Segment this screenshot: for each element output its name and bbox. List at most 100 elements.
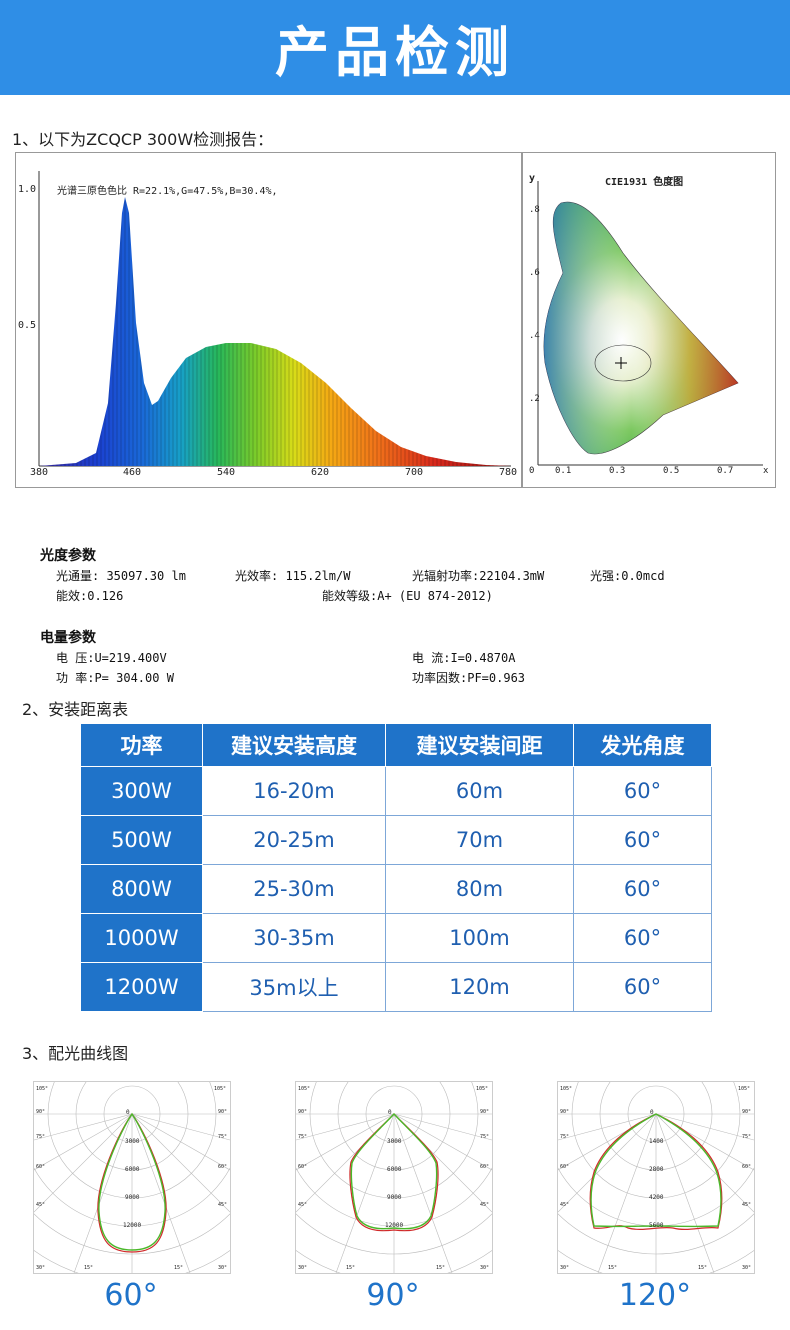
polar-svg — [0, 945, 301, 1283]
bottom-tick-15-r: 15° — [436, 1265, 446, 1271]
table-header-row: 功率 建议安装高度 建议安装间距 发光角度 — [80, 723, 712, 767]
ring-label-1: 3000 — [387, 1138, 402, 1145]
cie-y-label: y — [529, 173, 536, 184]
angle-tick-45-r: 45° — [742, 1202, 752, 1208]
col-header-power: 功率 — [80, 723, 203, 767]
bottom-tick-30: 30° — [560, 1265, 570, 1271]
angle-tick-60: 60° — [298, 1164, 308, 1170]
x-tick-780: 780 — [499, 467, 518, 478]
angle-tick-75-r: 75° — [218, 1134, 228, 1140]
cie-diagram: y CIE1931 色度图 .8 .6 .4 .2 0 0.1 0.3 0.5 … — [522, 152, 776, 488]
spectrum-svg — [38, 171, 511, 467]
col-header-angle: 发光角度 — [573, 723, 712, 767]
x-tick-540: 540 — [217, 467, 236, 478]
angle-tick-45-r: 45° — [480, 1202, 490, 1208]
angle-tick-60-r: 60° — [218, 1164, 228, 1170]
angle-tick-75-r: 75° — [480, 1134, 490, 1140]
angle-tick-105-r: 105° — [738, 1086, 751, 1092]
energy-efficiency: 能效:0.126 — [56, 589, 124, 603]
angle-tick-90-r: 90° — [742, 1109, 752, 1115]
cell-angle: 60° — [573, 864, 712, 914]
angle-tick-75: 75° — [560, 1134, 570, 1140]
cell-height: 25-30m — [202, 864, 386, 914]
cie-svg — [537, 181, 763, 466]
cell-height: 20-25m — [202, 815, 386, 865]
cell-height: 30-35m — [202, 913, 386, 963]
cell-angle: 60° — [573, 766, 712, 816]
bottom-tick-15-r: 15° — [174, 1265, 184, 1271]
angle-tick-45: 45° — [36, 1202, 46, 1208]
cell-angle: 60° — [573, 913, 712, 963]
x-tick-380: 380 — [30, 467, 49, 478]
angle-tick-105-r: 105° — [214, 1086, 227, 1092]
cell-height: 35m以上 — [202, 962, 386, 1012]
bottom-tick-15: 15° — [346, 1265, 356, 1271]
angle-tick-60: 60° — [36, 1164, 46, 1170]
ring-label-1: 3000 — [125, 1138, 140, 1145]
angle-tick-90: 90° — [36, 1109, 46, 1115]
table-row: 1200W 35m以上 120m 60° — [80, 962, 712, 1012]
cie-y-tick-02: .2 — [529, 394, 540, 404]
ring-label-3: 4200 — [649, 1194, 664, 1201]
angle-tick-105-r: 105° — [476, 1086, 489, 1092]
ring-label-4: 5600 — [649, 1222, 664, 1229]
cell-power: 300W — [80, 766, 203, 816]
angle-tick-90-r: 90° — [480, 1109, 490, 1115]
polar-chart-120: 0 1400 2800 4200 5600 105° 90° 75° 60° 4… — [487, 945, 790, 1283]
table-row: 300W 16-20m 60m 60° — [80, 766, 712, 816]
luminous-flux: 光通量: 35097.30 lm — [56, 569, 186, 583]
power-factor: 功率因数:PF=0.963 — [412, 671, 526, 685]
header-banner: 产品检测 — [0, 0, 790, 95]
cie-x-tick-05: 0.5 — [663, 466, 680, 476]
cie-y-tick-06: .6 — [529, 268, 540, 278]
bottom-tick-30-r: 30° — [742, 1265, 752, 1271]
spectrum-caption: 光谱三原色色比 R=22.1%,G=47.5%,B=30.4%, — [57, 186, 278, 197]
cell-spacing: 60m — [385, 766, 574, 816]
cell-power: 1000W — [80, 913, 203, 963]
section3-title: 3、配光曲线图 — [22, 1044, 129, 1063]
beam-angle-label-90: 90° — [366, 1278, 420, 1313]
cie-x-label: x — [763, 466, 769, 476]
install-distance-table: 功率 建议安装高度 建议安装间距 发光角度 300W 16-20m 60m 60… — [80, 723, 712, 1012]
table-row: 500W 20-25m 70m 60° — [80, 815, 712, 865]
cell-power: 1200W — [80, 962, 203, 1012]
luminous-efficacy: 光效率: 115.2lm/W — [235, 569, 351, 583]
cie-x-tick-07: 0.7 — [717, 466, 734, 476]
polar-chart-60: 0 3000 6000 9000 12000 105° 90° 75° 60° … — [0, 945, 301, 1283]
radiant-power: 光辐射功率:22104.3mW — [412, 569, 545, 583]
cie-title: CIE1931 色度图 — [605, 177, 684, 188]
angle-tick-90-r: 90° — [218, 1109, 228, 1115]
ring-label-2: 6000 — [387, 1166, 402, 1173]
y-tick-05: 0.5 — [18, 320, 37, 331]
angle-tick-75-r: 75° — [742, 1134, 752, 1140]
angle-tick-45-r: 45° — [218, 1202, 228, 1208]
spectrum-chart: 1.0 0.5 光谱三原色色比 R=22.1%,G=47.5%,B=30.4%,… — [15, 152, 522, 488]
angle-tick-105: 105° — [560, 1086, 573, 1092]
cell-spacing: 100m — [385, 913, 574, 963]
cie-y-tick-04: .4 — [529, 331, 540, 341]
polar-chart-90: 0 3000 6000 9000 12000 105° 90° 75° 60° … — [225, 945, 563, 1283]
ring-label-0: 0 — [388, 1109, 392, 1116]
ring-label-4: 12000 — [123, 1222, 142, 1229]
ring-label-2: 6000 — [125, 1166, 140, 1173]
cie-y-tick-08: .8 — [529, 205, 540, 215]
col-header-spacing: 建议安装间距 — [385, 723, 574, 767]
col-header-height: 建议安装高度 — [202, 723, 386, 767]
beam-angle-label-120: 120° — [618, 1278, 692, 1313]
polar-svg — [487, 945, 790, 1283]
x-tick-700: 700 — [405, 467, 424, 478]
angle-tick-105: 105° — [298, 1086, 311, 1092]
cell-power: 800W — [80, 864, 203, 914]
angle-tick-45: 45° — [560, 1202, 570, 1208]
cell-angle: 60° — [573, 815, 712, 865]
table-row: 1000W 30-35m 100m 60° — [80, 913, 712, 963]
voltage: 电 压:U=219.400V — [56, 651, 167, 665]
power: 功 率:P= 304.00 W — [56, 671, 174, 685]
bottom-tick-15: 15° — [608, 1265, 618, 1271]
cie-x-tick-0: 0 — [529, 466, 535, 476]
x-tick-460: 460 — [123, 467, 142, 478]
cell-angle: 60° — [573, 962, 712, 1012]
beam-angle-label-60: 60° — [104, 1278, 158, 1313]
bottom-tick-15: 15° — [84, 1265, 94, 1271]
section1-title: 1、以下为ZCQCP 300W检测报告： — [12, 130, 274, 149]
